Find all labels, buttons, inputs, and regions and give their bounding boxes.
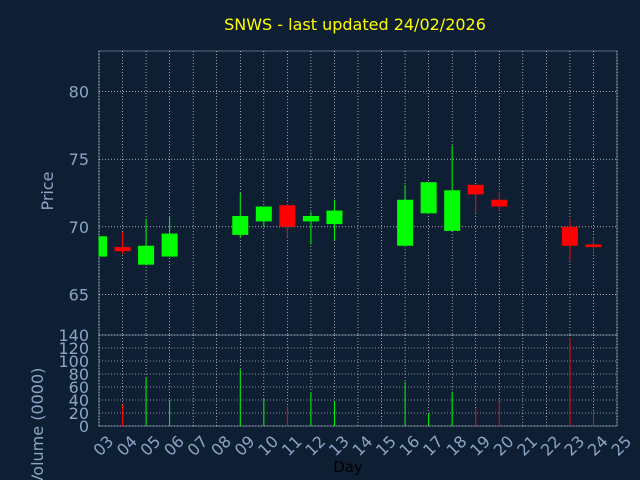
candle-body — [326, 210, 343, 225]
candle-body — [561, 226, 578, 246]
candle-body — [444, 190, 461, 231]
x-tick-label: 25 — [607, 432, 635, 460]
candle-body — [114, 247, 131, 252]
candle-body — [397, 199, 414, 246]
volume-tick-label: 100 — [58, 352, 89, 371]
candle-body — [232, 215, 249, 235]
candle-body — [420, 182, 437, 214]
candle-body — [585, 244, 602, 248]
price-tick-label: 80 — [69, 83, 89, 102]
candle-body — [491, 199, 508, 207]
price-axis-label: Price — [38, 171, 57, 210]
candle-body — [467, 184, 484, 195]
volume-tick-label: 60 — [69, 378, 89, 397]
volume-tick-label: 120 — [58, 339, 89, 358]
price-tick-label: 70 — [69, 218, 89, 237]
candle-body — [161, 233, 178, 257]
candle-body — [255, 206, 272, 222]
price-tick-label: 75 — [69, 150, 89, 169]
volume-tick-label: 140 — [58, 326, 89, 345]
price-tick-label: 65 — [69, 285, 89, 304]
candle-body — [138, 245, 155, 265]
volume-tick-label: 80 — [69, 365, 89, 384]
volume-tick-label: 20 — [69, 404, 89, 423]
x-axis: 0304050607080910111213141516171819202122… — [89, 432, 635, 476]
candle-body — [302, 215, 319, 222]
candle-body — [279, 205, 296, 227]
price-panel: 65 70 75 80 Price — [38, 50, 618, 336]
chart-title: SNWS - last updated 24/02/2026 — [224, 15, 486, 34]
volume-tick-label: 40 — [69, 391, 89, 410]
volume-axis-label: Volume (0000) — [28, 368, 47, 480]
x-axis-label: Day — [333, 458, 363, 476]
volume-tick-label: 0 — [79, 417, 89, 436]
candle-body — [99, 236, 107, 257]
